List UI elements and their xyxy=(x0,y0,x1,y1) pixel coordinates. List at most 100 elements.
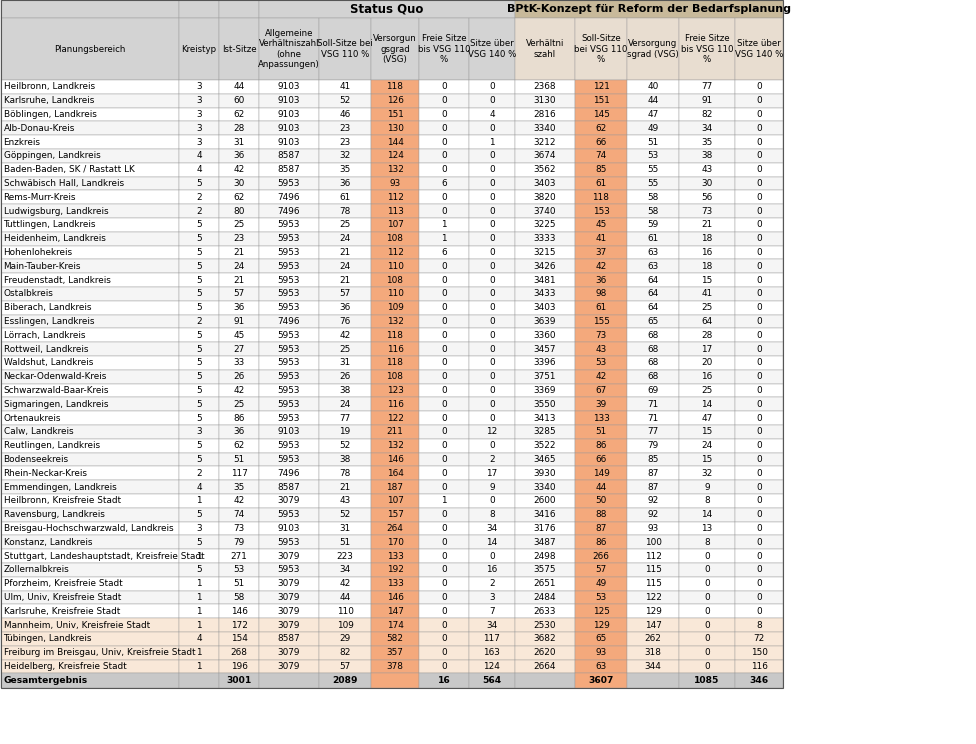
Text: 133: 133 xyxy=(386,551,403,560)
Bar xyxy=(319,328,371,342)
Bar xyxy=(219,604,259,618)
Text: 1: 1 xyxy=(196,496,202,505)
Bar xyxy=(219,536,259,549)
Text: 0: 0 xyxy=(489,551,495,560)
Text: 18: 18 xyxy=(702,234,712,243)
Bar xyxy=(219,108,259,121)
Bar xyxy=(627,522,679,536)
Bar xyxy=(469,218,515,232)
Bar xyxy=(219,149,259,163)
Bar xyxy=(259,204,319,218)
Bar xyxy=(1,563,179,577)
Bar xyxy=(419,273,469,287)
Text: 58: 58 xyxy=(233,593,245,602)
Bar xyxy=(1,673,179,688)
Text: 125: 125 xyxy=(592,607,609,616)
Bar xyxy=(259,549,319,563)
Text: 0: 0 xyxy=(756,289,762,298)
Text: 5953: 5953 xyxy=(278,565,301,574)
Bar xyxy=(219,315,259,328)
Text: Stuttgart, Landeshauptstadt, Kreisfreie Stadt: Stuttgart, Landeshauptstadt, Kreisfreie … xyxy=(4,551,204,560)
Text: 0: 0 xyxy=(441,510,447,519)
Bar xyxy=(319,260,371,273)
Bar xyxy=(679,618,735,632)
Bar xyxy=(371,273,419,287)
Text: 42: 42 xyxy=(595,372,607,381)
Bar xyxy=(679,397,735,411)
Text: 2: 2 xyxy=(196,317,202,326)
Text: 41: 41 xyxy=(702,289,712,298)
Bar xyxy=(419,342,469,356)
Text: 112: 112 xyxy=(644,551,662,560)
Text: 51: 51 xyxy=(595,427,607,437)
Bar xyxy=(515,273,575,287)
Bar xyxy=(371,618,419,632)
Text: 36: 36 xyxy=(595,275,607,285)
Text: 5: 5 xyxy=(196,262,202,271)
Bar xyxy=(319,135,371,149)
Text: 28: 28 xyxy=(702,331,712,340)
Text: Karlsruhe, Kreisfreie Stadt: Karlsruhe, Kreisfreie Stadt xyxy=(4,607,120,616)
Bar xyxy=(515,452,575,466)
Bar xyxy=(219,0,259,18)
Bar xyxy=(575,246,627,260)
Text: 8: 8 xyxy=(704,496,710,505)
Text: 24: 24 xyxy=(702,441,712,450)
Bar xyxy=(679,108,735,121)
Bar xyxy=(219,328,259,342)
Bar xyxy=(679,536,735,549)
Text: 53: 53 xyxy=(647,151,659,161)
Text: 2530: 2530 xyxy=(534,620,556,629)
Bar xyxy=(219,176,259,190)
Bar xyxy=(627,135,679,149)
Bar xyxy=(219,618,259,632)
Text: 0: 0 xyxy=(489,262,495,271)
Bar xyxy=(371,356,419,370)
Bar xyxy=(469,397,515,411)
Bar xyxy=(179,591,219,604)
Text: 35: 35 xyxy=(233,483,245,492)
Bar xyxy=(371,522,419,536)
Bar xyxy=(319,591,371,604)
Bar xyxy=(515,80,575,94)
Text: 582: 582 xyxy=(386,635,403,644)
Text: 8: 8 xyxy=(756,620,762,629)
Bar xyxy=(419,315,469,328)
Text: 93: 93 xyxy=(595,648,607,657)
Text: 0: 0 xyxy=(441,635,447,644)
Text: 266: 266 xyxy=(592,551,609,560)
Text: 147: 147 xyxy=(644,620,662,629)
Bar xyxy=(575,163,627,176)
Text: 7: 7 xyxy=(489,607,495,616)
Text: 61: 61 xyxy=(647,234,659,243)
Text: Hohenlohekreis: Hohenlohekreis xyxy=(4,248,72,257)
Bar xyxy=(1,204,179,218)
Bar xyxy=(679,149,735,163)
Text: 21: 21 xyxy=(340,248,350,257)
Text: 69: 69 xyxy=(647,386,659,395)
Text: 0: 0 xyxy=(441,483,447,492)
Bar xyxy=(319,452,371,466)
Text: 3: 3 xyxy=(196,96,202,105)
Text: Rems-Murr-Kreis: Rems-Murr-Kreis xyxy=(4,193,76,202)
Text: 0: 0 xyxy=(756,124,762,132)
Text: 0: 0 xyxy=(441,372,447,381)
Text: 174: 174 xyxy=(386,620,403,629)
Text: 0: 0 xyxy=(756,110,762,119)
Bar xyxy=(679,218,735,232)
Bar xyxy=(679,190,735,204)
Bar xyxy=(515,260,575,273)
Text: 24: 24 xyxy=(340,234,350,243)
Bar xyxy=(469,660,515,673)
Bar xyxy=(219,287,259,301)
Bar xyxy=(259,646,319,660)
Bar xyxy=(371,466,419,480)
Text: 3001: 3001 xyxy=(226,676,252,685)
Bar xyxy=(627,384,679,397)
Bar xyxy=(179,397,219,411)
Bar xyxy=(627,301,679,315)
Text: 42: 42 xyxy=(340,579,350,589)
Bar xyxy=(259,149,319,163)
Text: 64: 64 xyxy=(702,317,712,326)
Text: 0: 0 xyxy=(489,234,495,243)
